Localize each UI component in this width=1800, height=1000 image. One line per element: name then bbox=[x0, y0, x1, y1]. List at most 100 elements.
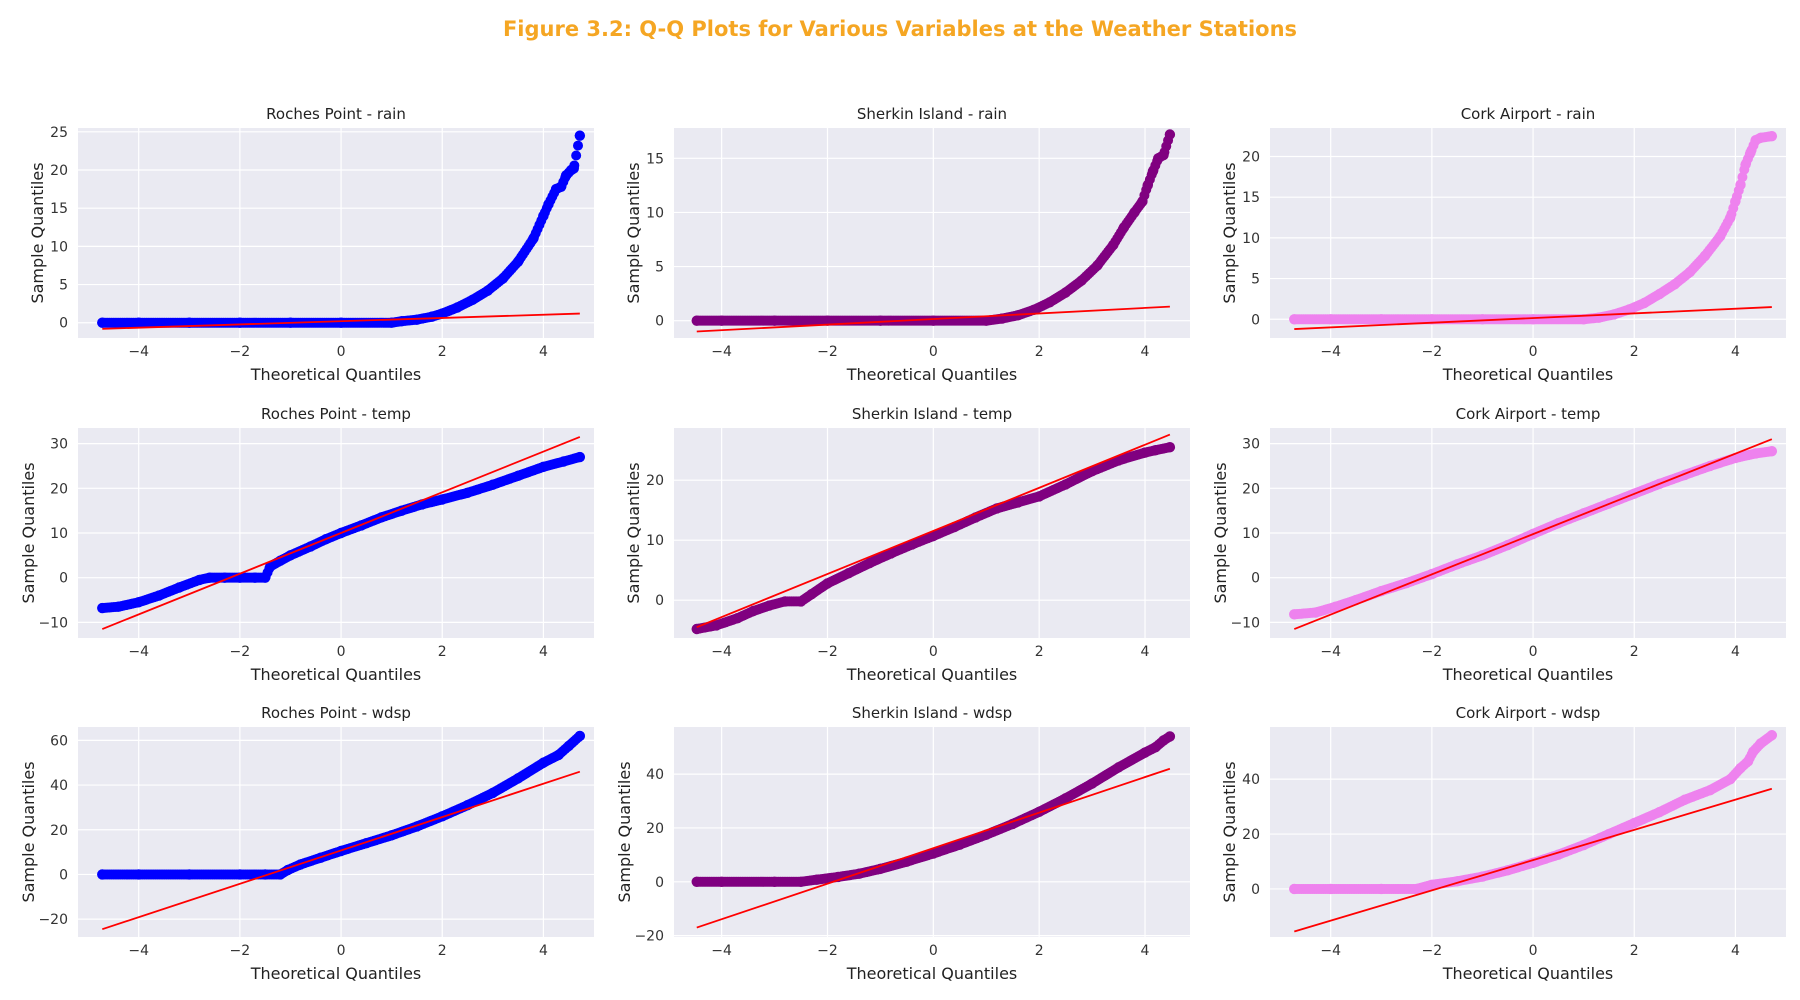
qq-point bbox=[1623, 304, 1635, 315]
sample-quantile-points bbox=[691, 442, 1176, 635]
qq-point bbox=[97, 869, 108, 880]
y-tick-label: 0 bbox=[59, 316, 68, 332]
qq-point bbox=[1142, 180, 1153, 191]
y-tick-label: 10 bbox=[50, 239, 68, 255]
qq-point bbox=[1158, 149, 1169, 161]
qq-point bbox=[1086, 778, 1098, 789]
y-tick-label: 30 bbox=[50, 437, 68, 453]
reference-line bbox=[696, 433, 1171, 629]
qq-point bbox=[864, 557, 876, 569]
qq-point bbox=[1150, 445, 1161, 456]
y-tick-label: 5 bbox=[1251, 272, 1260, 288]
qq-point bbox=[1740, 159, 1751, 170]
qq-point bbox=[538, 210, 549, 222]
x-tick-label: 4 bbox=[1731, 644, 1740, 660]
x-axis-label: Theoretical Quantiles bbox=[846, 964, 1018, 983]
qq-point bbox=[779, 596, 791, 607]
qq-point bbox=[1012, 497, 1024, 508]
x-tick-label: 4 bbox=[539, 644, 548, 660]
qq-point bbox=[1715, 231, 1726, 242]
y-tick-label: 40 bbox=[1242, 772, 1260, 788]
qq-point bbox=[806, 589, 817, 600]
qq-point bbox=[437, 308, 448, 319]
x-tick-label: −2 bbox=[817, 943, 838, 959]
qq-point bbox=[1376, 314, 1387, 325]
y-tick-label: 40 bbox=[50, 778, 68, 794]
qq-point bbox=[1704, 784, 1716, 796]
qq-point bbox=[538, 461, 549, 473]
qq-point bbox=[574, 730, 586, 742]
qq-point bbox=[558, 456, 569, 467]
y-axis-label: Sample Quantiles bbox=[615, 761, 634, 902]
qq-subplot: −4 −2 0 2 4 −10 0 10 20 30 Roches Point - temp Theo… bbox=[19, 405, 594, 684]
x-tick-label: 2 bbox=[1035, 644, 1044, 660]
qq-point bbox=[553, 749, 564, 761]
qq-point bbox=[1289, 609, 1300, 620]
y-tick-label: −20 bbox=[634, 929, 664, 945]
qq-point bbox=[711, 620, 722, 631]
y-tick-label: 0 bbox=[655, 875, 664, 891]
y-tick-label: 5 bbox=[655, 260, 664, 276]
qq-point bbox=[265, 561, 276, 572]
qq-point bbox=[396, 316, 407, 327]
qq-point bbox=[462, 487, 473, 498]
plot-area bbox=[1270, 727, 1786, 937]
y-tick-label: 10 bbox=[1242, 526, 1260, 542]
qq-point bbox=[467, 294, 478, 306]
qq-point bbox=[543, 199, 554, 210]
x-tick-label: 0 bbox=[929, 943, 938, 959]
x-tick-label: 2 bbox=[1630, 943, 1639, 959]
x-tick-label: −2 bbox=[817, 644, 838, 660]
x-tick-label: 2 bbox=[1035, 344, 1044, 360]
qq-subplot: −4 −2 0 2 4 −10 0 10 20 30 Cork Airport - temp Theo… bbox=[1211, 405, 1786, 684]
qq-point bbox=[764, 600, 775, 611]
qq-point bbox=[843, 568, 854, 579]
x-tick-label: 0 bbox=[929, 644, 938, 660]
x-tick-label: −2 bbox=[230, 943, 251, 959]
qq-point bbox=[555, 181, 567, 192]
qq-point bbox=[981, 315, 992, 326]
x-axis-label: Theoretical Quantiles bbox=[250, 665, 422, 684]
subplot-title: Cork Airport - temp bbox=[1456, 405, 1601, 423]
x-axis-label: Theoretical Quantiles bbox=[846, 365, 1018, 384]
qq-point bbox=[1725, 773, 1736, 785]
qq-point bbox=[1129, 207, 1140, 218]
qq-point bbox=[1330, 601, 1341, 612]
x-tick-label: 0 bbox=[337, 644, 346, 660]
qq-point bbox=[573, 140, 583, 151]
qq-point bbox=[1527, 314, 1539, 325]
qq-point bbox=[795, 596, 807, 607]
qq-point bbox=[1654, 806, 1665, 818]
qq-point bbox=[1033, 491, 1045, 502]
qq-point bbox=[335, 317, 347, 328]
qq-point bbox=[716, 876, 727, 888]
x-tick-label: −4 bbox=[128, 644, 149, 660]
sample-quantile-points bbox=[691, 731, 1176, 888]
x-axis-label: Theoretical Quantiles bbox=[250, 365, 422, 384]
y-axis-label: Sample Quantiles bbox=[1220, 162, 1239, 303]
y-tick-label: 20 bbox=[646, 821, 664, 837]
qq-point bbox=[1669, 279, 1680, 290]
y-axis-label: Sample Quantiles bbox=[1211, 462, 1230, 603]
y-tick-label: 40 bbox=[646, 767, 664, 783]
y-tick-label: 10 bbox=[50, 526, 68, 542]
y-axis-label: Sample Quantiles bbox=[19, 462, 38, 603]
qq-point bbox=[1164, 442, 1176, 453]
y-tick-label: −10 bbox=[38, 615, 68, 631]
qq-point bbox=[234, 317, 246, 328]
sample-quantile-points bbox=[97, 730, 586, 880]
qq-point bbox=[1735, 179, 1746, 191]
qq-point bbox=[1766, 730, 1778, 741]
qq-point bbox=[1742, 756, 1754, 767]
x-tick-label: 2 bbox=[1035, 943, 1044, 959]
qq-point bbox=[113, 601, 124, 612]
x-axis-label: Theoretical Quantiles bbox=[250, 964, 422, 983]
qq-point bbox=[1755, 738, 1766, 749]
subplot-title: Roches Point - temp bbox=[261, 405, 411, 423]
x-tick-label: 4 bbox=[1141, 344, 1150, 360]
subplot-title: Roches Point - rain bbox=[266, 105, 406, 123]
qq-point bbox=[732, 613, 743, 624]
y-tick-label: 5 bbox=[59, 278, 68, 294]
qq-point bbox=[1325, 314, 1336, 325]
